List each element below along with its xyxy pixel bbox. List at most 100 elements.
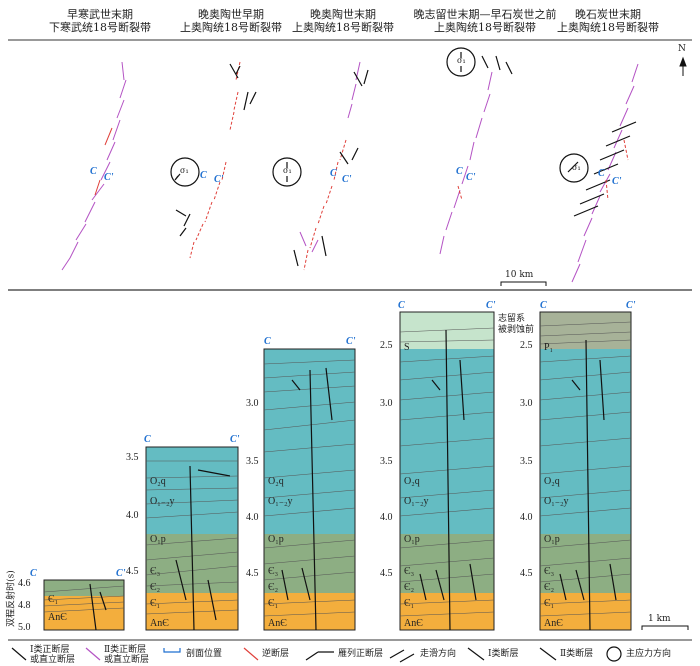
p1-c1: Є₁ [48,594,59,605]
p4-o12y: O₁₋₂y [404,496,429,507]
legend-item-1: Ⅰ类正断层 或直立断层 [30,645,76,665]
map4-c: C [456,166,463,177]
p2-c1: Є₁ [150,598,161,609]
p4-tick-0: 2.5 [380,340,393,351]
y-axis-label: 双程反射时(s) [6,570,17,627]
p5-p1: P₁ [544,342,554,353]
p5-o1p: O₁p [544,534,560,545]
north-label: N [678,44,686,54]
sec5-c: C [540,300,547,311]
p3-tick-1: 3.5 [246,456,259,467]
map5-c: C [598,168,605,179]
p5-tick-4: 4.5 [520,568,533,579]
scale-top-label: 10 km [505,270,534,280]
p5-c3: Є₃ [544,566,555,577]
sec1-c: C [30,568,37,579]
p3-tick-2: 4.0 [246,512,259,523]
scale-bar-bottom [641,625,689,630]
p2-c2: Є₂ [150,582,161,593]
p2-tick-2: 4.5 [126,566,139,577]
p3-c2: Є₂ [268,582,279,593]
p4-anc: AnЄ [404,618,423,629]
p5-o2q: O₂q [544,476,560,487]
fault-trace-panel5 [571,63,639,283]
legend-item-6: 走滑方向 [420,649,457,659]
sec3-c: C [264,336,271,347]
sec5-cp: C' [626,300,636,311]
p5-tick-3: 4.0 [520,512,533,523]
p4-s: S [404,342,410,353]
p5-c2: Є₂ [544,582,555,593]
legend-item-2: Ⅱ类正断层 或直立断层 [104,645,150,665]
map-title-3: 晚奥陶世末期 上奥陶统18号断裂带 [292,8,394,34]
stress-symbols [170,47,589,187]
map4-cp: C' [466,172,476,183]
p3-o12y: O₁₋₂y [268,496,293,507]
p4-tick-4: 4.5 [380,568,393,579]
fault-trace-panel3 [293,61,369,271]
legend-item-7: Ⅰ类断层 [488,649,519,659]
p3-o2q: O₂q [268,476,284,487]
sec3-cp: C' [346,336,356,347]
legend-symbols [11,646,622,663]
p3-c3: Є₃ [268,566,279,577]
map-title-5: 晚石炭世末期 上奥陶统18号断裂带 [557,8,659,34]
map3-cp: C' [342,174,352,185]
section-panel-3 [263,348,356,631]
p3-anc: AnЄ [268,618,287,629]
p3-o1p: O₁p [268,534,284,545]
p4-tick-1: 3.0 [380,398,393,409]
p2-c3: Є₃ [150,566,161,577]
map-title-1: 早寒武世末期 下寒武统18号断裂带 [49,8,151,34]
sigma-label-4: σ₁ [572,163,581,172]
p5-o12y: O₁₋₂y [544,496,569,507]
map2-cp: C' [214,174,224,185]
section-panel-1 [43,579,125,631]
scale-bottom-label: 1 km [648,614,671,624]
map5-cp: C' [612,176,622,187]
sec2-c: C [144,434,151,445]
scale-bar-top [500,281,547,286]
map1-c: C [90,166,97,177]
section-panel-2 [145,446,239,631]
map-title-4: 晚志留世末期—早石炭世之前 上奥陶统18号断裂带 [413,8,557,34]
p4-c3: Є₃ [404,566,415,577]
p2-tick-0: 3.5 [126,452,139,463]
p4-o2q: O₂q [404,476,420,487]
sec1-cp: C' [116,568,126,579]
p4-c1: Є₁ [404,598,415,609]
p5-anc: AnЄ [544,618,563,629]
p4-o1p: O₁p [404,534,420,545]
north-arrow [679,56,687,76]
fault-trace-panel2 [175,61,257,259]
p5-tick-0: 2.5 [520,340,533,351]
sec4-c: C [398,300,405,311]
p3-tick-3: 4.5 [246,568,259,579]
fault-trace-panel4 [439,55,513,255]
map1-cp: C' [104,172,114,183]
p2-tick-1: 4.0 [126,510,139,521]
sigma-label-3: σ₁ [457,56,466,65]
fault-trace-panel1 [61,61,127,271]
sigma-label-1: σ₁ [180,166,189,175]
sigma-label-2: σ₁ [283,166,292,175]
p1-anc: AnЄ [48,612,67,623]
p1-tick-0: 4.6 [18,578,31,589]
map3-c: C [330,168,337,179]
sec4-cp: C' [486,300,496,311]
p1-tick-1: 4.8 [18,600,31,611]
p5-tick-1: 3.0 [520,398,533,409]
legend-item-9: 主应力方向 [626,649,672,659]
p2-o12y: O₁₋₂y [150,496,175,507]
p2-o2q: O₂q [150,476,166,487]
map-title-2: 晚奥陶世早期 上奥陶统18号断裂带 [180,8,282,34]
legend-item-5: 雁列正断层 [338,649,384,659]
p5-tick-2: 3.5 [520,456,533,467]
p3-tick-0: 3.0 [246,398,259,409]
p2-o1p: O₁p [150,534,166,545]
p1-tick-2: 5.0 [18,622,31,633]
p3-c1: Є₁ [268,598,279,609]
map2-c: C [200,170,207,181]
